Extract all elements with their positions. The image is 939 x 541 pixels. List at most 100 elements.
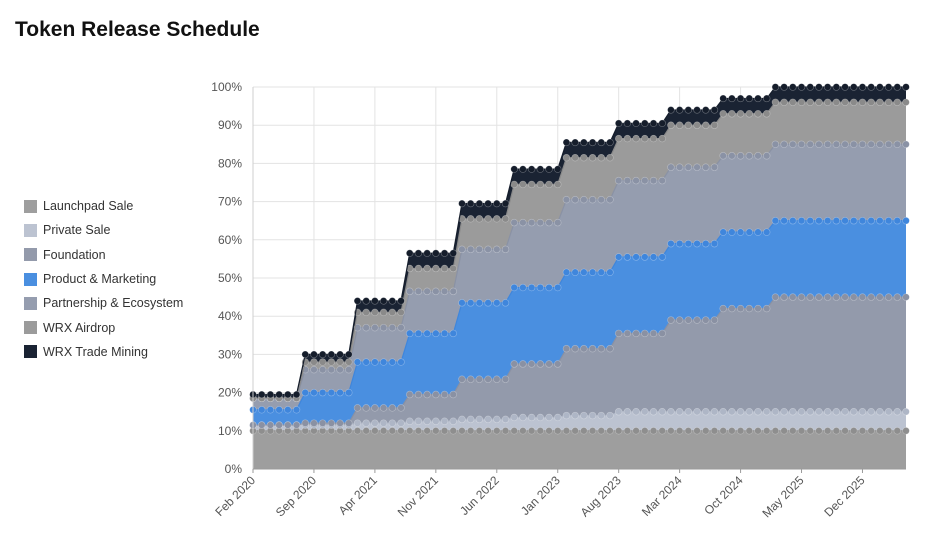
data-point <box>632 176 640 185</box>
data-point <box>388 297 397 305</box>
data-point <box>797 427 806 435</box>
data-point <box>562 138 571 147</box>
data-point <box>519 180 527 189</box>
data-point <box>614 427 623 435</box>
data-point <box>580 411 588 420</box>
data-point <box>693 427 701 435</box>
data-point <box>510 427 518 435</box>
data-point <box>510 180 518 189</box>
data-point <box>545 165 553 173</box>
data-point <box>719 94 727 103</box>
legend-item[interactable]: WRX Airdrop <box>24 315 183 339</box>
data-point <box>745 228 753 236</box>
data-point <box>336 388 344 397</box>
data-point <box>675 408 684 416</box>
data-point <box>554 360 562 368</box>
data-point <box>832 83 841 91</box>
data-point <box>884 83 893 91</box>
legend-item[interactable]: WRX Trade Mining <box>24 340 183 364</box>
data-point <box>893 140 901 149</box>
data-point <box>614 329 623 338</box>
data-point <box>684 106 693 114</box>
data-point <box>466 245 475 254</box>
data-point <box>641 176 649 185</box>
data-point <box>388 308 397 317</box>
legend-item[interactable]: Partnership & Ecosystem <box>24 291 183 315</box>
data-point <box>771 83 780 91</box>
data-point <box>406 417 414 425</box>
chart-title: Token Release Schedule <box>15 18 260 41</box>
data-point <box>379 404 388 412</box>
data-point <box>815 217 823 225</box>
legend-swatch <box>24 345 37 359</box>
data-point <box>406 264 414 273</box>
data-point <box>440 264 449 273</box>
data-point <box>588 344 597 353</box>
data-point <box>789 83 797 91</box>
data-point <box>649 427 658 435</box>
data-point <box>432 427 440 435</box>
data-point <box>762 152 771 160</box>
data-point <box>693 408 701 416</box>
y-tick-label: 60% <box>218 233 242 247</box>
data-point <box>493 299 501 307</box>
legend-item[interactable]: Launchpad Sale <box>24 194 183 218</box>
data-point <box>449 427 457 435</box>
data-point <box>345 419 353 427</box>
x-tick-label: Jun 2022 <box>457 473 502 518</box>
y-tick-label: 20% <box>218 386 242 400</box>
data-point <box>432 264 440 273</box>
data-point <box>519 165 527 173</box>
data-point <box>475 199 484 208</box>
data-point <box>379 427 388 435</box>
data-point <box>771 140 780 149</box>
data-point <box>379 308 388 317</box>
data-point <box>797 140 806 149</box>
data-point <box>902 427 910 435</box>
data-point <box>466 215 475 223</box>
data-point <box>606 153 614 162</box>
data-point <box>545 180 553 189</box>
data-point <box>736 110 745 118</box>
data-point <box>258 406 266 414</box>
data-point <box>580 138 588 147</box>
legend-item[interactable]: Product & Marketing <box>24 267 183 291</box>
data-point <box>519 360 527 368</box>
data-point <box>641 119 649 127</box>
data-point <box>527 283 536 292</box>
data-point <box>823 98 832 106</box>
data-point <box>493 245 501 254</box>
data-point <box>580 344 588 353</box>
data-point <box>728 152 736 160</box>
data-point <box>266 390 275 399</box>
data-point <box>841 83 849 91</box>
data-point <box>841 98 849 106</box>
data-point <box>632 119 640 127</box>
legend-item[interactable]: Foundation <box>24 243 183 267</box>
data-point <box>745 408 753 416</box>
data-point <box>867 140 875 149</box>
x-tick-label: Jan 2023 <box>518 473 563 518</box>
y-tick-label: 50% <box>218 271 242 285</box>
data-point <box>371 427 379 435</box>
data-point <box>823 83 832 91</box>
data-point <box>667 239 675 248</box>
data-point <box>275 390 283 399</box>
data-point <box>449 417 457 425</box>
data-point <box>318 358 327 366</box>
data-point <box>493 199 501 208</box>
data-point <box>510 165 518 173</box>
data-point <box>580 427 588 435</box>
data-point <box>754 228 762 236</box>
data-point <box>684 163 693 171</box>
data-point <box>527 360 536 368</box>
data-point <box>519 427 527 435</box>
data-point <box>353 358 362 366</box>
data-point <box>806 83 814 91</box>
data-point <box>388 427 397 435</box>
legend-item[interactable]: Private Sale <box>24 218 183 242</box>
data-point <box>719 304 727 313</box>
data-point <box>850 83 858 91</box>
data-point <box>562 268 571 276</box>
data-point <box>702 316 710 324</box>
